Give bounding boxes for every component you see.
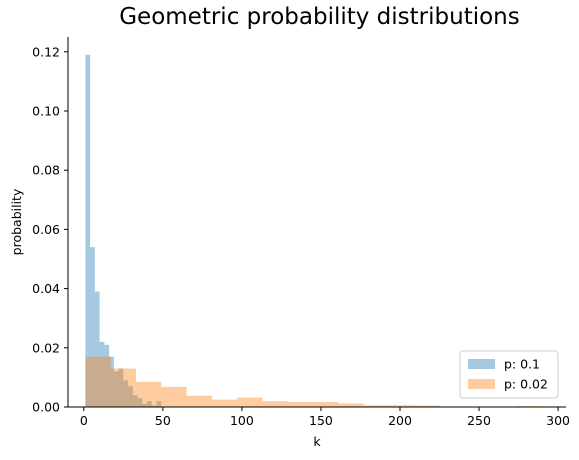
bar-series-1-bin-9: [123, 380, 129, 407]
y-axis-label: probability: [9, 188, 24, 255]
x-tick-label: 250: [467, 413, 491, 428]
ticks-layer: 0 50 100 150 200 250 300 0.00 0.02 0.04 0.06 0.08 0.…: [32, 44, 570, 428]
bar-series-1-bin-10: [128, 386, 133, 407]
x-tick-label: 0: [80, 413, 88, 428]
bar-series-2-bin-1: [85, 356, 111, 407]
bar-series-1-bin-14: [147, 401, 152, 407]
bar-series-2-bin-8: [262, 401, 288, 407]
y-tick-label: 0.08: [32, 163, 60, 178]
legend-frame: [459, 350, 559, 399]
bar-series-2-bin-7: [237, 397, 263, 407]
legend: p: 0.1 p: 0.02: [459, 350, 559, 399]
y-tick-label: 0.02: [32, 340, 60, 355]
bar-series-2-bin-14: [414, 405, 440, 407]
bar-series-1-bin-12: [137, 398, 143, 407]
bar-series-1-bin-4: [99, 341, 105, 407]
y-tick-label: 0.12: [32, 44, 60, 59]
bar-series-1-bin-16: [156, 401, 162, 407]
bar-series-2-bin-4: [161, 386, 187, 407]
bar-series-2-bin-9: [287, 401, 314, 407]
bar-series-1-bin-1: [85, 54, 91, 407]
y-tick-label: 0.10: [32, 104, 60, 119]
x-tick-label: 100: [230, 413, 254, 428]
legend-swatch-1: [468, 359, 495, 369]
x-tick-label: 200: [388, 413, 412, 428]
legend-label-2: p: 0.02: [504, 377, 548, 392]
bar-series-1-bin-8: [118, 368, 124, 407]
x-tick-label: 150: [309, 413, 333, 428]
bar-series-2-bin-11: [338, 403, 364, 407]
bar-series-1-bin-6: [109, 356, 114, 407]
axes-layer: [67, 37, 566, 408]
bar-series-1-bin-5: [104, 344, 110, 407]
y-tick-label: 0.06: [32, 222, 60, 237]
chart-title: Geometric probability distributions: [119, 4, 520, 30]
bar-series-1-bin-7: [113, 371, 119, 407]
x-tick-label: 50: [155, 413, 171, 428]
bar-series-2-bin-6: [211, 399, 238, 407]
bar-series-2-bin-2: [110, 368, 136, 407]
bar-series-2-bin-5: [186, 395, 212, 407]
bar-series-1-bin-2: [90, 247, 95, 407]
bar-series-1-bin-11: [132, 395, 138, 407]
bar-series-2-bin-3: [135, 381, 162, 407]
x-axis-label: k: [313, 434, 321, 449]
bar-series-2-bin-13: [388, 405, 415, 407]
bar-series-1-bin-13: [142, 404, 148, 407]
legend-label-1: p: 0.1: [504, 357, 540, 372]
bar-series-1-bin-15: [151, 405, 157, 407]
y-tick-label: 0.00: [32, 400, 60, 415]
legend-swatch-2: [468, 379, 495, 389]
bar-series-2-bin-10: [313, 401, 339, 407]
bar-series-1-bin-3: [94, 291, 100, 407]
x-tick-label: 300: [546, 413, 570, 428]
y-tick-label: 0.04: [32, 281, 60, 296]
bar-series-2-bin-12: [363, 405, 389, 407]
